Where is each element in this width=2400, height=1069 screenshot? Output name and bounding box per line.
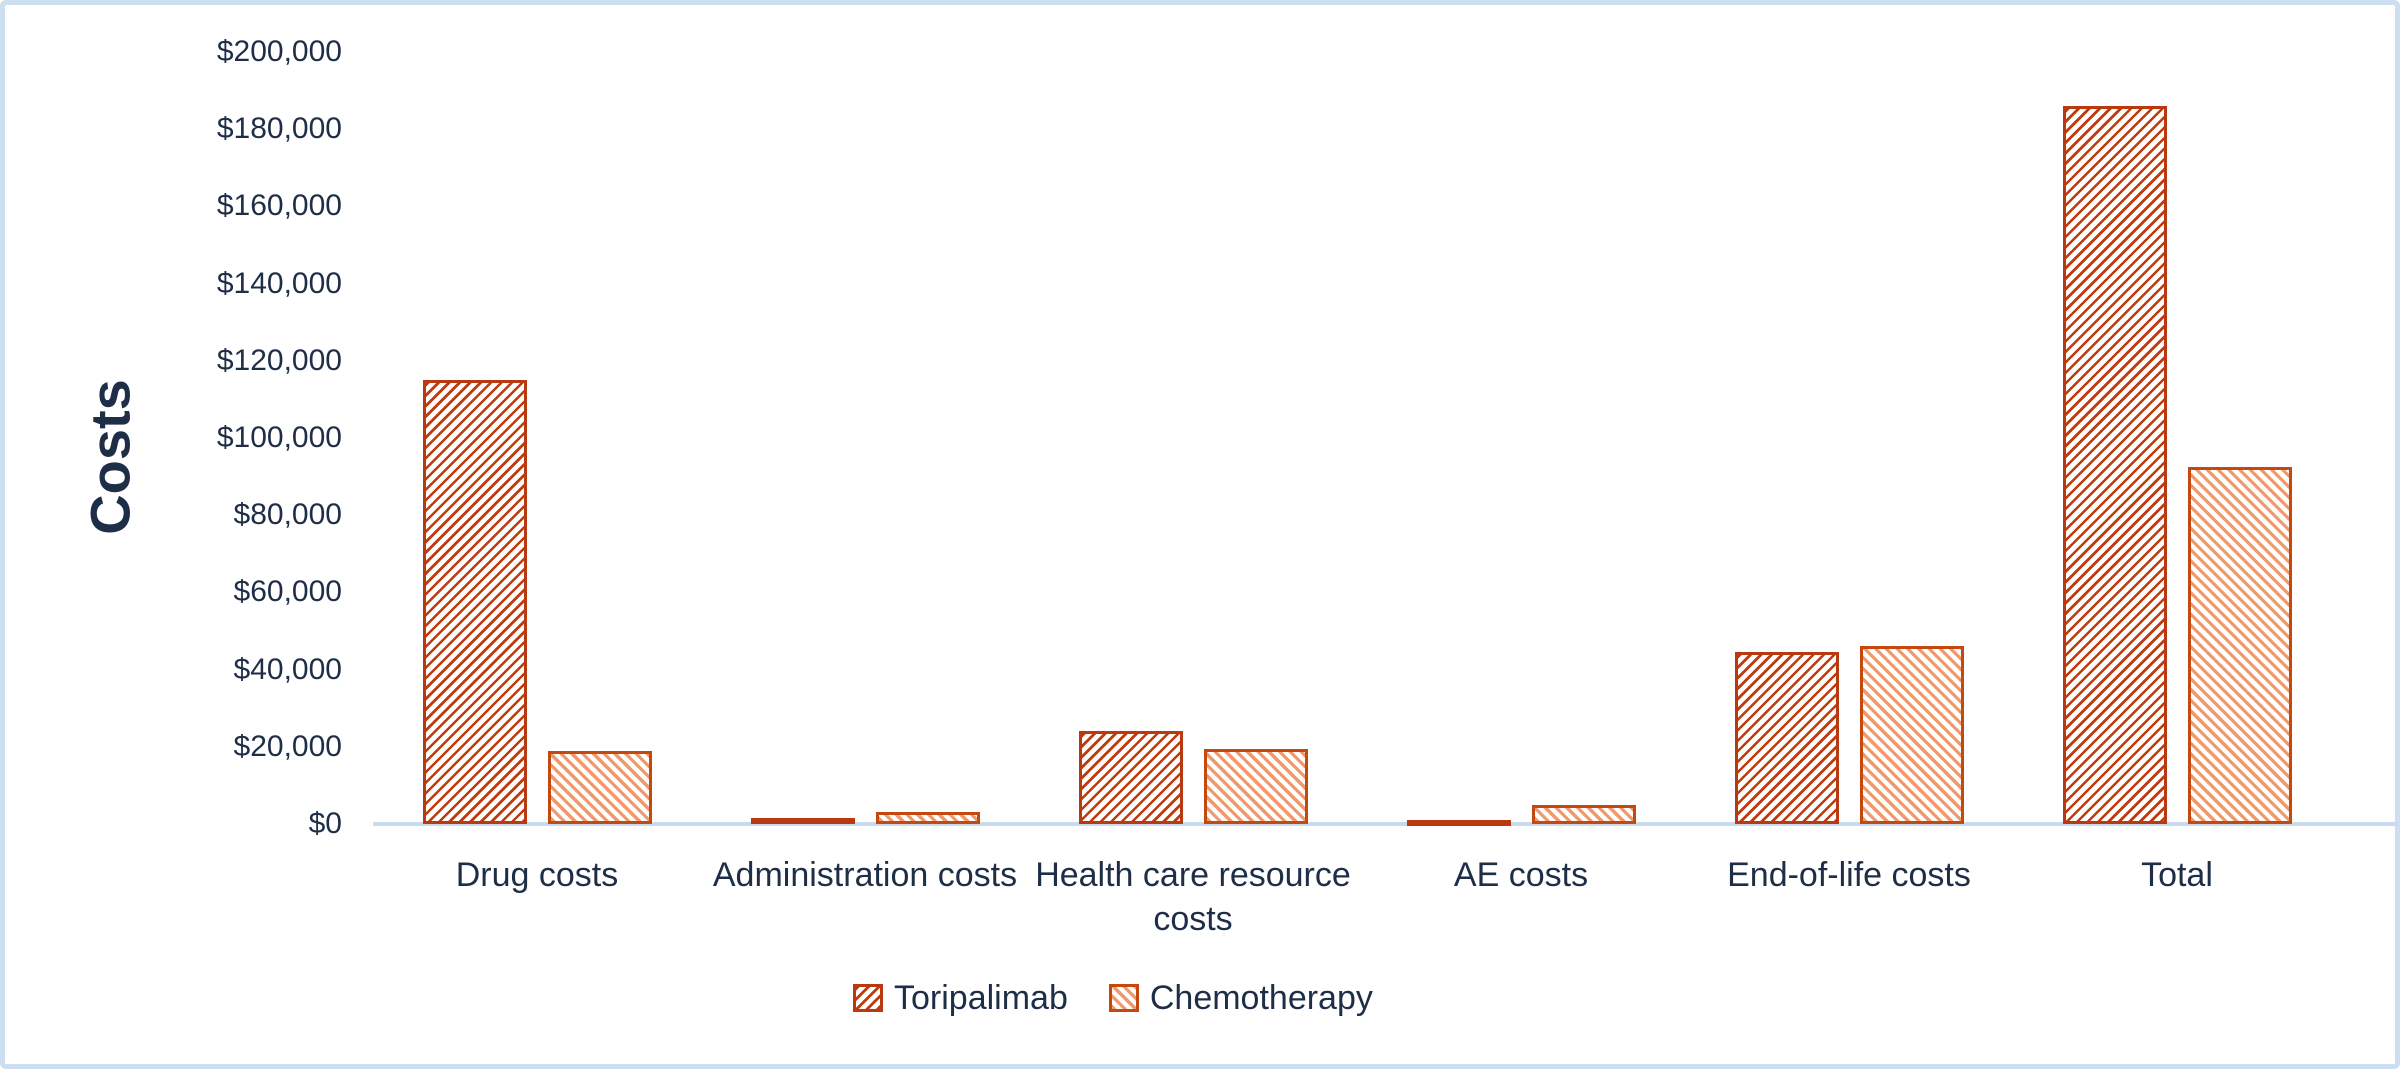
y-tick-label: $120,000 [216, 343, 342, 377]
legend-label: Toripalimab [894, 978, 1068, 1017]
bar-chemotherapy-ae-costs [1531, 804, 1636, 824]
y-tick-label: $200,000 [216, 35, 342, 68]
bar-chemotherapy-drug-costs [547, 750, 652, 824]
y-tick-label: $20,000 [233, 729, 342, 763]
y-tick-label: $180,000 [216, 112, 342, 146]
x-category-label-ae-costs: AE costs [1453, 856, 1589, 894]
y-tick-label: $80,000 [233, 498, 342, 532]
cost-comparison-bar-chart: Costs $0 $20,000 $40,000 $60,000 $80,000 $100… [5, 5, 2397, 1064]
y-tick-label: $140,000 [216, 266, 342, 300]
y-tick-label: $0 [308, 807, 342, 840]
legend-hatch-swatch-chemotherapy [1108, 984, 1139, 1012]
bar-chemotherapy-end-of-life-costs [1859, 646, 1964, 824]
bar-chemotherapy-health-care-resource-costs [1203, 748, 1308, 824]
x-category-label-drug-costs: Drug costs [455, 856, 619, 894]
bar-toripalimab-ae-costs [1406, 820, 1511, 826]
x-category-label-total: Total [2141, 856, 2213, 894]
bar-toripalimab-total [2062, 106, 2167, 824]
bar-toripalimab-end-of-life-costs [1734, 652, 1839, 824]
x-category-label-end-of-life-costs: End-of-life costs [1727, 856, 1971, 894]
bar-chemotherapy-administration-costs [875, 812, 980, 824]
bar-toripalimab-administration-costs [750, 818, 855, 825]
y-tick-label: $60,000 [233, 575, 342, 609]
bar-toripalimab-drug-costs [422, 380, 527, 824]
y-tick-label: $40,000 [233, 652, 342, 686]
legend-hatch-swatch-toripalimab [853, 984, 883, 1012]
legend-item-chemotherapy: Chemotherapy [1108, 978, 1373, 1018]
x-category-label-administration-costs: Administration costs [712, 856, 1018, 894]
legend-item-toripalimab: Toripalimab [853, 979, 1068, 1018]
y-tick-label: $160,000 [216, 189, 342, 223]
legend: Toripalimab Chemotherapy [853, 968, 1373, 1028]
legend-label: Chemotherapy [1149, 978, 1373, 1017]
y-tick-label: $100,000 [216, 421, 342, 454]
bar-chemotherapy-total [2187, 466, 2292, 824]
x-axis-line [373, 822, 2397, 826]
bar-toripalimab-health-care-resource-costs [1078, 731, 1183, 824]
x-category-label-health-care-resource-costs: Health care resource costs [1035, 856, 1351, 938]
